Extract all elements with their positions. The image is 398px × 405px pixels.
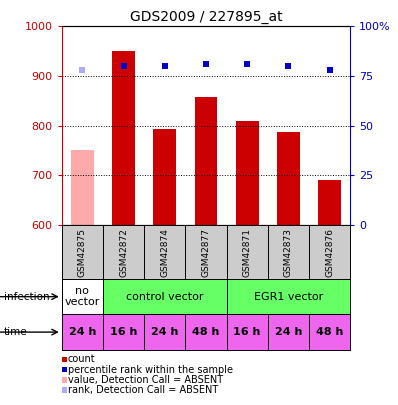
Text: EGR1 vector: EGR1 vector xyxy=(254,292,323,302)
Text: GSM42875: GSM42875 xyxy=(78,228,87,277)
Text: control vector: control vector xyxy=(126,292,203,302)
Bar xyxy=(62,279,103,314)
Text: GSM42872: GSM42872 xyxy=(119,228,128,277)
Text: count: count xyxy=(68,354,96,364)
Bar xyxy=(318,180,341,225)
Text: time: time xyxy=(4,327,27,337)
Text: rank, Detection Call = ABSENT: rank, Detection Call = ABSENT xyxy=(68,385,218,395)
Bar xyxy=(103,279,226,314)
Bar xyxy=(236,121,259,225)
Text: 24 h: 24 h xyxy=(151,327,178,337)
Text: 48 h: 48 h xyxy=(192,327,220,337)
Text: value, Detection Call = ABSENT: value, Detection Call = ABSENT xyxy=(68,375,223,385)
Text: 16 h: 16 h xyxy=(110,327,137,337)
Title: GDS2009 / 227895_at: GDS2009 / 227895_at xyxy=(130,10,282,24)
Text: GSM42874: GSM42874 xyxy=(160,228,169,277)
Text: 48 h: 48 h xyxy=(316,327,343,337)
Text: GSM42876: GSM42876 xyxy=(325,228,334,277)
Text: GSM42877: GSM42877 xyxy=(201,228,211,277)
Text: GSM42873: GSM42873 xyxy=(284,228,293,277)
Text: 24 h: 24 h xyxy=(68,327,96,337)
Text: infection: infection xyxy=(4,292,50,302)
Bar xyxy=(226,279,350,314)
Bar xyxy=(277,132,300,225)
Text: percentile rank within the sample: percentile rank within the sample xyxy=(68,364,233,375)
Text: GSM42871: GSM42871 xyxy=(243,228,252,277)
Bar xyxy=(153,129,176,225)
Text: 24 h: 24 h xyxy=(275,327,302,337)
Text: 16 h: 16 h xyxy=(234,327,261,337)
Bar xyxy=(71,150,94,225)
Bar xyxy=(112,51,135,225)
Bar xyxy=(195,97,217,225)
Text: no
vector: no vector xyxy=(64,286,100,307)
